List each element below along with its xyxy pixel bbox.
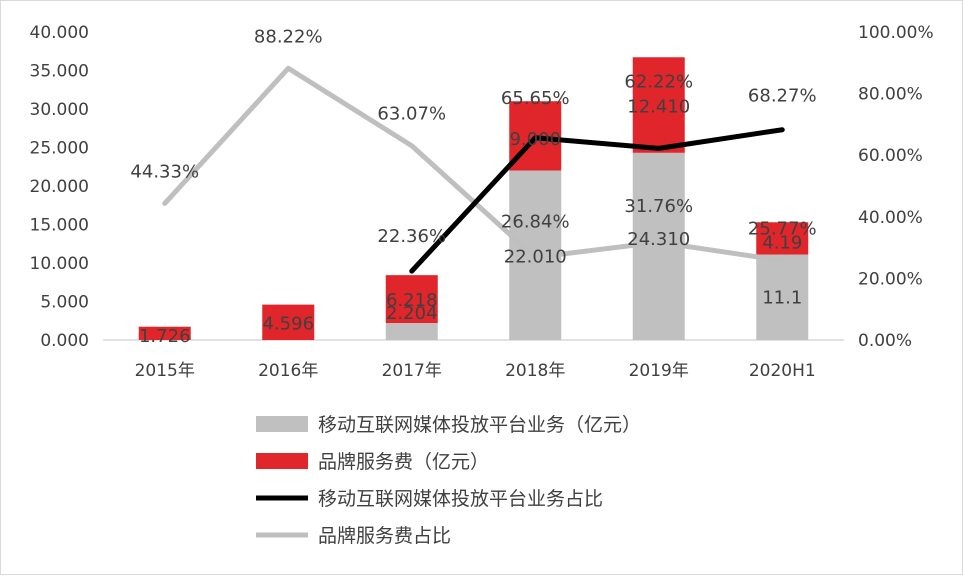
line-platform-share-label: 62.22% (624, 71, 693, 92)
legend-entry-label: 品牌服务费占比 (318, 525, 451, 547)
bar-platform (385, 323, 438, 340)
bar-brand-fee-label: 1.726 (139, 326, 191, 347)
bar-brand-fee-label: 4.19 (762, 232, 802, 253)
legend-entry-label: 移动互联网媒体投放平台业务（亿元） (318, 414, 641, 436)
line-brand-fee-share-label: 26.84% (501, 211, 570, 232)
bar-brand-fee (138, 326, 191, 340)
bar-brand-fee (632, 57, 685, 153)
line-brand-fee-share-label: 31.76% (624, 196, 693, 217)
y-right-tick-label: 100.00% (858, 23, 934, 43)
x-tick-label: 2017年 (382, 361, 442, 381)
line-brand-fee-share-label: 44.33% (130, 161, 199, 182)
line-brand-fee-share-label: 25.77% (748, 219, 817, 240)
y-left-tick-label: 35.000 (30, 62, 89, 82)
legend: 移动互联网媒体投放平台业务（亿元） 品牌服务费（亿元） 移动互联网媒体投放平台业务占… (256, 414, 641, 547)
line-platform-share-label: 22.36% (377, 226, 446, 247)
legend-bar-swatch (256, 453, 308, 469)
y-left-tick-label: 10.000 (30, 254, 89, 274)
bar-brand-fee (385, 275, 438, 324)
x-tick-label: 2018年 (505, 361, 565, 381)
y-right-tick-label: 60.00% (858, 146, 923, 166)
bar-brand-fee (262, 304, 315, 340)
y-right-tick-label: 20.00% (858, 269, 923, 289)
y-right-tick-label: 0.00% (858, 331, 912, 351)
y-left-tick-label: 30.000 (30, 100, 89, 120)
y-left-tick-label: 0.000 (40, 331, 89, 351)
y-right-tick-label: 40.00% (858, 208, 923, 228)
line-brand-fee-share-label: 88.22% (254, 26, 323, 47)
line-brand-fee-share-label: 63.07% (377, 104, 446, 125)
y-left-tick-label: 15.000 (30, 216, 89, 236)
bar-platform-label: 22.010 (504, 247, 567, 268)
bar-brand-fee-label: 6.218 (386, 290, 438, 311)
x-axis: 2015年 2016年 2017年 2018年 2019年 2020H1 (103, 339, 844, 381)
line-platform-share (409, 127, 785, 274)
y-left-tick-label: 20.000 (30, 177, 89, 197)
bar-brand-fee-label: 9.000 (509, 129, 561, 150)
x-tick-label: 2015年 (135, 361, 195, 381)
x-tick-label: 2016年 (258, 361, 318, 381)
bar-brand-fee (756, 222, 809, 255)
bar-brand-fee-label: 12.410 (627, 96, 690, 117)
y-left-tick-label: 25.000 (30, 139, 89, 159)
x-tick-label: 2019年 (629, 361, 689, 381)
y-right-tick-label: 80.00% (858, 85, 923, 105)
bar-platform-label: 2.204 (386, 303, 438, 324)
x-tick-label: 2020H1 (749, 361, 816, 381)
bar-platform (756, 254, 809, 340)
data-labels-group: 2.204 22.010 24.310 11.1 1.726 4.596 6.218 9.00… (130, 26, 816, 347)
legend-entry-label: 移动互联网媒体投放平台业务占比 (318, 488, 603, 510)
line-platform-share-label: 68.27% (748, 86, 817, 107)
right-axis: 0.00% 20.00% 40.00% 60.00% 80.00% 100.00% (858, 23, 934, 351)
left-axis: 0.000 5.000 10.000 15.000 20.000 25.000 30.000… (30, 23, 89, 351)
legend-entry-label: 品牌服务费（亿元） (318, 451, 489, 473)
bar-series-group (138, 57, 809, 340)
bar-platform-label: 11.1 (762, 287, 802, 308)
bar-brand-fee-label: 4.596 (262, 313, 314, 334)
legend-bar-swatch (256, 416, 308, 432)
y-left-tick-label: 5.000 (40, 293, 89, 313)
line-platform-share-label: 65.65% (501, 88, 570, 109)
line-series-group (162, 65, 785, 274)
bar-platform-label: 24.310 (627, 229, 690, 250)
y-left-tick-label: 40.000 (30, 23, 89, 43)
